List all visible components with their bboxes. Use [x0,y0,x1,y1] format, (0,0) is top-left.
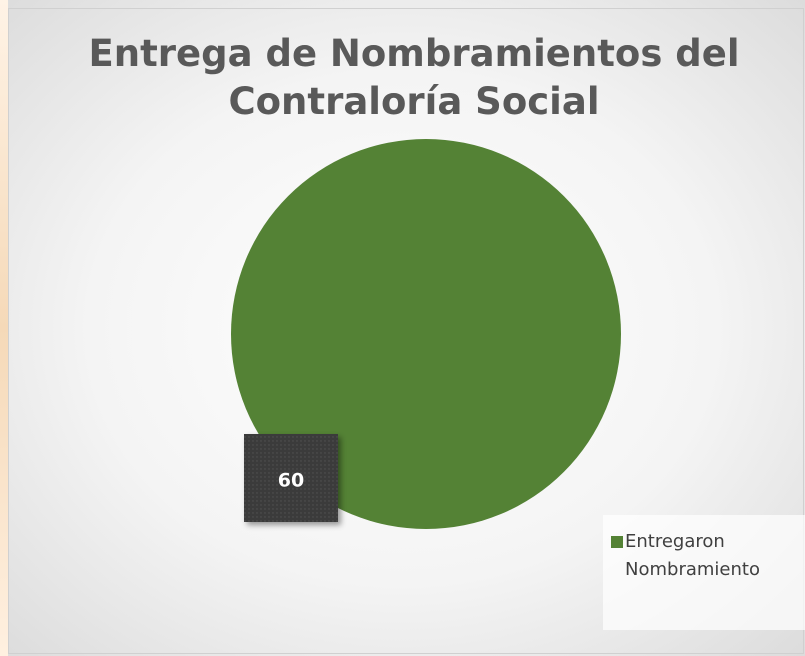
legend-key [611,536,623,548]
background-strip [0,0,8,656]
data-label-box [244,434,338,522]
data-label-text: 60 [278,470,304,492]
chart-frame [8,8,804,654]
chart-title: Entrega de Nombramientos del Contraloría… [88,32,740,123]
data-label: 60 [244,434,338,522]
legend: Entregaron Nombramiento [603,515,805,630]
pie-slice [231,139,621,529]
legend-item: Entregaron Nombramiento [611,528,790,584]
legend-label: Entregaron Nombramiento [625,531,760,580]
